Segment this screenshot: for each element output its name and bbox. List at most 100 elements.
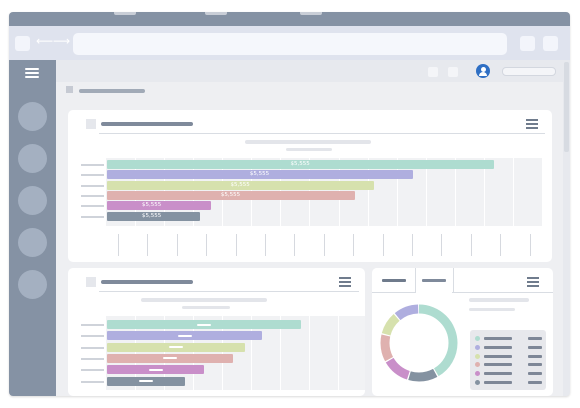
y-axis-label xyxy=(81,194,104,197)
card-menu-icon[interactable] xyxy=(339,277,351,287)
x-axis-tick xyxy=(500,234,502,256)
card-title xyxy=(101,122,193,126)
donut-slice xyxy=(380,304,458,382)
y-axis-label xyxy=(81,164,104,166)
sidebar-item[interactable] xyxy=(18,228,47,257)
header-button[interactable] xyxy=(448,67,458,77)
legend-value xyxy=(528,354,542,358)
donut-chart xyxy=(378,302,460,384)
bar-value-label: $5,555 xyxy=(142,202,162,209)
x-axis-tick xyxy=(294,234,296,256)
legend-swatch xyxy=(475,344,480,350)
chart-subheading-placeholder xyxy=(286,148,332,151)
app-window: ⟵ ⟶ $5,555 $5,555 $5,555 $5,555 $5,555 $5,555 xyxy=(9,12,570,396)
legend-heading-placeholder xyxy=(469,298,529,302)
home-icon[interactable] xyxy=(66,86,73,93)
card-divider xyxy=(99,291,359,292)
donut-svg xyxy=(380,304,458,382)
bottom-left-chart-card xyxy=(68,268,365,396)
x-axis-tick xyxy=(206,234,208,256)
window-button[interactable] xyxy=(15,36,30,51)
grid-line xyxy=(512,158,514,226)
bar-value-label: $5,555 xyxy=(290,161,310,167)
legend xyxy=(470,330,546,390)
address-bar[interactable] xyxy=(73,33,507,55)
grid-line xyxy=(222,316,223,390)
grid-line xyxy=(367,158,369,226)
grid-line xyxy=(542,158,543,226)
y-axis-label xyxy=(81,324,104,326)
y-axis-label xyxy=(81,369,104,372)
grid-line xyxy=(251,316,252,390)
scrollbar-thumb[interactable] xyxy=(564,62,569,152)
grid-line xyxy=(135,316,136,390)
scrollbar[interactable] xyxy=(563,60,570,396)
top-chart-card: $5,555 $5,555 $5,555 $5,555 $5,555 $5,555 xyxy=(68,110,552,262)
tab-strip xyxy=(372,268,553,293)
bar xyxy=(107,201,212,211)
legend-value xyxy=(528,363,542,367)
x-axis-tick xyxy=(353,234,355,256)
card-menu-icon[interactable] xyxy=(527,277,539,287)
sidebar-item[interactable] xyxy=(18,186,47,215)
sidebar xyxy=(9,60,56,396)
legend-swatch xyxy=(475,353,480,359)
legend-value xyxy=(528,345,542,349)
bar-value-label: $5,555 xyxy=(142,212,162,219)
sidebar-item[interactable] xyxy=(18,270,47,299)
back-arrow-icon[interactable]: ⟵ xyxy=(36,34,54,48)
bar-value-label xyxy=(138,380,153,382)
x-axis-tick xyxy=(323,234,325,256)
bottom-right-donut-card xyxy=(372,268,553,396)
title-notch xyxy=(114,12,136,15)
user-name-pill[interactable] xyxy=(502,67,556,76)
tab-label xyxy=(422,279,446,282)
header-button[interactable] xyxy=(428,67,438,77)
grid-line xyxy=(396,158,398,226)
toolbar-button[interactable] xyxy=(520,36,535,51)
legend-value xyxy=(528,381,542,384)
legend-label xyxy=(484,363,512,367)
sidebar-item[interactable] xyxy=(18,144,47,173)
bar-value-label xyxy=(168,346,183,349)
user-icon[interactable] xyxy=(476,64,490,78)
bar-value-label xyxy=(148,368,163,371)
header-bar xyxy=(56,60,563,82)
bar xyxy=(107,180,375,190)
donut-slice xyxy=(380,304,458,382)
card-title xyxy=(101,280,193,284)
x-axis-tick xyxy=(529,234,531,256)
legend-label xyxy=(484,345,512,349)
bar-value-label xyxy=(163,357,178,360)
x-axis-tick xyxy=(470,234,472,256)
title-notch xyxy=(300,12,322,15)
grid-line xyxy=(164,316,165,390)
bar-value-label xyxy=(197,323,211,326)
x-axis-tick xyxy=(265,234,266,256)
grid-line xyxy=(483,158,485,226)
chart-heading-placeholder xyxy=(141,298,267,302)
forward-arrow-icon[interactable]: ⟶ xyxy=(53,34,71,48)
tab-underline xyxy=(372,292,415,293)
tab-active[interactable] xyxy=(372,268,415,293)
legend-subheading-placeholder xyxy=(469,308,515,311)
breadcrumb-item[interactable] xyxy=(79,89,145,93)
card-menu-icon[interactable] xyxy=(526,119,538,129)
sidebar-item[interactable] xyxy=(18,102,47,131)
x-axis-tick xyxy=(118,234,119,256)
title-notch xyxy=(205,12,227,15)
hamburger-menu-icon[interactable] xyxy=(25,68,39,78)
bar-value-label: $5,555 xyxy=(230,181,250,188)
grid-line xyxy=(280,316,281,390)
legend-label xyxy=(484,337,512,340)
bar-value-label: $5,555 xyxy=(249,171,270,178)
toolbar-button[interactable] xyxy=(543,36,558,51)
legend-label xyxy=(484,354,512,358)
x-axis-tick xyxy=(147,234,149,256)
y-axis-label xyxy=(81,380,104,383)
bar-value-label xyxy=(177,334,192,337)
y-axis-label xyxy=(81,357,104,360)
tab-inactive[interactable] xyxy=(415,268,454,293)
x-axis-tick xyxy=(235,234,237,256)
grid-line xyxy=(425,158,427,226)
